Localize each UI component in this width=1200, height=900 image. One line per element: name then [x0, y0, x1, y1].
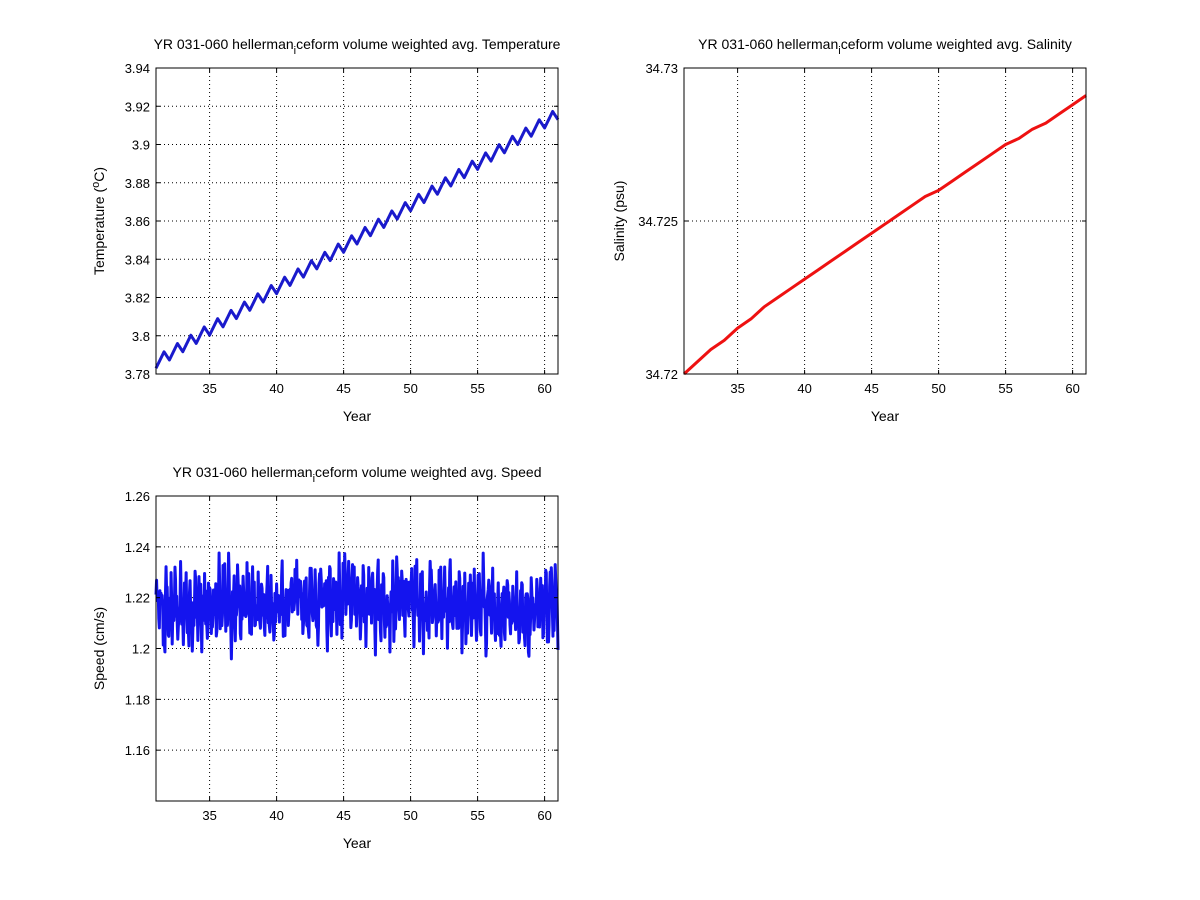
y-tick-label: 1.22 — [125, 591, 150, 606]
x-tick-label: 45 — [336, 381, 350, 396]
y-tick-label: 1.24 — [125, 540, 150, 555]
x-tick-label: 60 — [1065, 381, 1079, 396]
chart-salinity: 35 40 45 50 55 60 34.72 34.725 34.73 YR 031-060 h… — [611, 36, 1087, 424]
x-tick-label: 45 — [864, 381, 878, 396]
ylabel-part: C) — [91, 167, 107, 182]
y-tick-label: 34.73 — [645, 61, 678, 76]
ylabel-superscript: o — [90, 182, 102, 188]
y-tick-label: 3.78 — [125, 367, 150, 382]
ylabel-part: Temperature ( — [91, 188, 107, 275]
x-tick-label: 45 — [336, 808, 350, 823]
series-line — [154, 109, 560, 370]
title-part: YR 031-060 hellerman — [698, 36, 838, 52]
x-tick-label: 50 — [403, 808, 417, 823]
x-tick-label: 55 — [470, 381, 484, 396]
x-tick-label: 35 — [202, 808, 216, 823]
y-tick-label: 1.18 — [125, 692, 150, 707]
y-tick-label: 3.88 — [125, 176, 150, 191]
x-axis-label: Year — [343, 408, 372, 424]
x-tick-label: 40 — [269, 808, 283, 823]
chart-title: YR 031-060 hellermaniceform volume weigh… — [154, 36, 561, 57]
y-tick-label: 3.86 — [125, 214, 150, 229]
series-line — [154, 551, 560, 661]
x-tick-label: 55 — [470, 808, 484, 823]
y-tick-label: 3.8 — [132, 329, 150, 344]
title-part: ceform volume weighted avg. Salinity — [841, 36, 1072, 52]
title-subscript: i — [838, 45, 840, 57]
title-part: YR 031-060 hellerman — [154, 36, 294, 52]
x-tick-label: 60 — [537, 381, 551, 396]
x-axis-label: Year — [343, 835, 372, 851]
y-tick-label: 34.725 — [638, 214, 678, 229]
x-tick-label: 40 — [797, 381, 811, 396]
series-line — [682, 94, 1087, 376]
chart-title: YR 031-060 hellermaniceform volume weigh… — [698, 36, 1072, 57]
y-tick-label: 3.82 — [125, 291, 150, 306]
y-axis-label: Speed (cm/s) — [91, 607, 107, 690]
x-tick-label: 50 — [931, 381, 945, 396]
y-axis-label: Temperature (oC) — [90, 167, 107, 275]
chart-title: YR 031-060 hellermaniceform volume weigh… — [172, 464, 541, 485]
y-tick-label: 3.9 — [132, 138, 150, 153]
y-tick-label: 3.84 — [125, 252, 150, 267]
y-tick-label: 1.2 — [132, 642, 150, 657]
chart-speed: 35 40 45 50 55 60 1.16 1.18 1.2 1.22 1.24 1.26 YR 03… — [91, 464, 560, 851]
x-tick-label: 40 — [269, 381, 283, 396]
x-tick-label: 35 — [202, 381, 216, 396]
y-axis-label: Salinity (psu) — [611, 181, 627, 262]
title-part: ceform volume weighted avg. Speed — [315, 464, 541, 480]
title-subscript: i — [313, 473, 315, 485]
y-tick-label: 1.26 — [125, 489, 150, 504]
chart-temperature: 35 40 45 50 55 60 3.78 3.8 3.82 3.84 3.86 3.88 3.9 3.… — [90, 36, 561, 424]
y-tick-label: 3.94 — [125, 61, 150, 76]
x-tick-label: 50 — [403, 381, 417, 396]
title-part: YR 031-060 hellerman — [172, 464, 312, 480]
x-tick-label: 60 — [537, 808, 551, 823]
title-part: ceform volume weighted avg. Temperature — [296, 36, 561, 52]
y-tick-label: 34.72 — [645, 367, 678, 382]
x-axis-label: Year — [871, 408, 900, 424]
y-tick-label: 1.16 — [125, 743, 150, 758]
x-tick-label: 55 — [998, 381, 1012, 396]
y-tick-label: 3.92 — [125, 99, 150, 114]
x-tick-label: 35 — [730, 381, 744, 396]
title-subscript: i — [294, 45, 296, 57]
